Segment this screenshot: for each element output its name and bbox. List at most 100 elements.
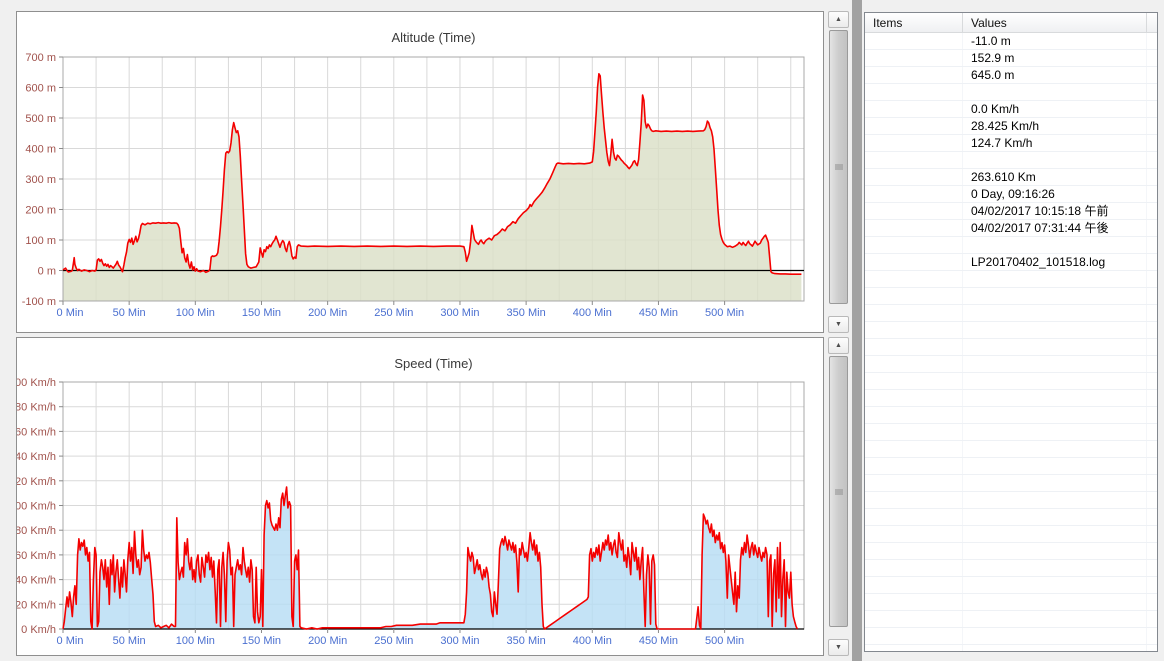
value-cell [963, 271, 1147, 287]
item-cell [865, 628, 963, 644]
value-cell [963, 237, 1147, 253]
values-table[interactable]: Items Values -11.0 m 152.9 m 645.0 m 0.0 Km… [864, 12, 1158, 652]
table-row[interactable]: 263.610 Km [865, 169, 1157, 186]
item-cell [865, 271, 963, 287]
value-cell [963, 577, 1147, 593]
item-cell [865, 118, 963, 134]
value-cell: 0 Day, 09:16:26 [963, 186, 1147, 202]
scroll-down-icon[interactable]: ▼ [828, 639, 849, 656]
value-cell [963, 628, 1147, 644]
value-cell [963, 407, 1147, 423]
item-cell [865, 237, 963, 253]
table-row [865, 407, 1157, 424]
item-cell [865, 33, 963, 49]
speed-scrollbar-track[interactable] [828, 354, 849, 639]
item-cell [865, 322, 963, 338]
value-cell [963, 390, 1147, 406]
item-cell [865, 220, 963, 236]
y-axis-label: 60 Km/h [17, 550, 56, 562]
table-row[interactable]: -11.0 m [865, 33, 1157, 50]
speed-scrollbar-thumb[interactable] [829, 356, 848, 627]
item-cell [865, 492, 963, 508]
value-cell: 263.610 Km [963, 169, 1147, 185]
table-header: Items Values [865, 13, 1157, 33]
table-row [865, 526, 1157, 543]
y-axis-label: 100 m [25, 235, 56, 247]
table-row[interactable] [865, 84, 1157, 101]
altitude-scrollbar-thumb[interactable] [829, 30, 848, 304]
x-axis-label: 0 Min [57, 635, 84, 647]
y-axis-label: 200 Km/h [17, 377, 56, 389]
speed-chart-panel[interactable]: 0 Km/h 20 Km/h 40 Km/h 60 Km/h 80 Km/h 100 Km… [16, 337, 824, 656]
table-row[interactable]: 0 Day, 09:16:26 [865, 186, 1157, 203]
table-row[interactable]: 04/02/2017 07:31:44 午後 [865, 220, 1157, 237]
x-axis-label: 200 Min [308, 307, 347, 319]
table-row[interactable] [865, 237, 1157, 254]
x-axis-label: 200 Min [308, 635, 347, 647]
value-cell: -11.0 m [963, 33, 1147, 49]
scroll-down-icon[interactable]: ▼ [828, 316, 849, 333]
y-axis-label: 120 Km/h [17, 476, 56, 488]
table-row [865, 441, 1157, 458]
column-header-values[interactable]: Values [963, 13, 1147, 32]
y-axis-label: 140 Km/h [17, 451, 56, 463]
value-cell: 04/02/2017 10:15:18 午前 [963, 203, 1147, 219]
value-cell [963, 458, 1147, 474]
value-cell [963, 526, 1147, 542]
item-cell [865, 254, 963, 270]
table-row [865, 390, 1157, 407]
table-row [865, 322, 1157, 339]
table-row[interactable]: 645.0 m [865, 67, 1157, 84]
value-cell [963, 560, 1147, 576]
item-cell [865, 356, 963, 372]
table-row [865, 305, 1157, 322]
value-cell [963, 152, 1147, 168]
table-row [865, 509, 1157, 526]
table-row[interactable] [865, 152, 1157, 169]
value-cell [963, 543, 1147, 559]
scroll-up-icon[interactable]: ▲ [828, 337, 849, 354]
item-cell [865, 186, 963, 202]
value-cell: 0.0 Km/h [963, 101, 1147, 117]
x-axis-label: 350 Min [507, 307, 546, 319]
table-row [865, 424, 1157, 441]
table-row[interactable]: 28.425 Km/h [865, 118, 1157, 135]
column-header-items[interactable]: Items [865, 13, 963, 32]
table-row[interactable]: 124.7 Km/h [865, 135, 1157, 152]
table-row [865, 628, 1157, 645]
value-cell [963, 492, 1147, 508]
scrollbar-grip-icon [834, 488, 843, 495]
value-cell [963, 305, 1147, 321]
series-area-fill [63, 73, 802, 301]
series-line [62, 72, 802, 276]
y-axis-label: 200 m [25, 205, 56, 217]
column-header-filler [1147, 13, 1157, 32]
item-cell [865, 305, 963, 321]
table-row[interactable]: 152.9 m [865, 50, 1157, 67]
item-cell [865, 509, 963, 525]
panel-splitter[interactable] [852, 0, 862, 661]
x-axis-label: 500 Min [705, 635, 744, 647]
table-row [865, 356, 1157, 373]
table-row[interactable]: LP20170402_101518.log [865, 254, 1157, 271]
item-cell [865, 577, 963, 593]
table-row [865, 288, 1157, 305]
chart-canvas[interactable]: -100 m 0 m 100 m 200 m 300 m 400 m 500 m 600 m 7… [17, 12, 823, 332]
value-cell [963, 356, 1147, 372]
table-row[interactable]: 0.0 Km/h [865, 101, 1157, 118]
table-row[interactable]: 04/02/2017 10:15:18 午前 [865, 203, 1157, 220]
value-cell [963, 339, 1147, 355]
x-axis-label: 150 Min [242, 307, 281, 319]
x-axis-label: 450 Min [639, 307, 678, 319]
scroll-up-icon[interactable]: ▲ [828, 11, 849, 28]
altitude-scrollbar[interactable]: ▲ ▼ [828, 11, 849, 333]
x-axis-label: 50 Min [113, 307, 146, 319]
item-cell [865, 169, 963, 185]
value-cell: 28.425 Km/h [963, 118, 1147, 134]
chart-canvas[interactable]: 0 Km/h 20 Km/h 40 Km/h 60 Km/h 80 Km/h 100 Km… [17, 338, 823, 655]
altitude-chart-panel[interactable]: -100 m 0 m 100 m 200 m 300 m 400 m 500 m 600 m 7… [16, 11, 824, 333]
y-axis-label: 40 Km/h [17, 575, 56, 587]
speed-scrollbar[interactable]: ▲ ▼ [828, 337, 849, 656]
altitude-scrollbar-track[interactable] [828, 28, 849, 316]
table-row [865, 577, 1157, 594]
